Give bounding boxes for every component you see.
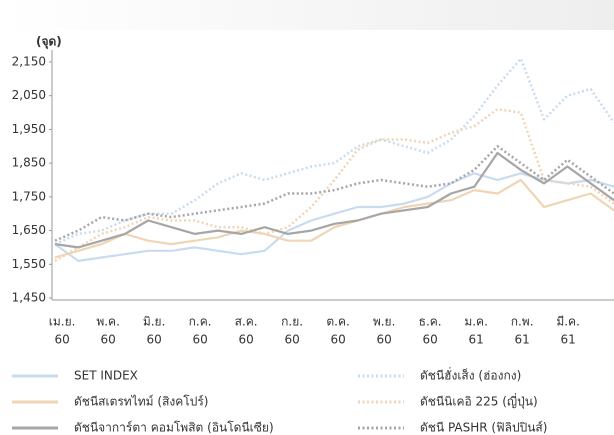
x-tick-label: 61 xyxy=(560,333,575,347)
x-tick-label: ม.ค. xyxy=(464,315,488,329)
x-tick-label: 60 xyxy=(284,333,299,347)
y-tick-label: 1,650 xyxy=(12,223,46,237)
x-tick-label: ก.พ. xyxy=(511,315,534,329)
series-line xyxy=(54,145,614,242)
y-unit: (จุด) xyxy=(36,35,62,50)
x-tick-label: 61 xyxy=(468,333,483,347)
legend-label: ดัชนีจาการ์ตา คอมโพสิต (อินโดนีเซีย) xyxy=(74,421,274,435)
legend-label: SET INDEX xyxy=(74,369,138,383)
legend-label: ดัชนีนิเคอิ 225 (ญี่ปุ่น) xyxy=(420,393,538,410)
x-tick-label: 60 xyxy=(100,333,115,347)
x-tick-label: เม.ย. xyxy=(49,315,76,329)
y-tick-label: 1,750 xyxy=(12,189,46,203)
x-tick-label: 60 xyxy=(330,333,345,347)
series-line xyxy=(54,151,614,249)
banner xyxy=(0,0,614,30)
x-tick-label: 60 xyxy=(238,333,253,347)
y-tick-label: 1,950 xyxy=(12,122,46,136)
y-tick-label: 1,850 xyxy=(12,156,46,170)
x-tick-label: ส.ค. xyxy=(235,315,258,329)
x-tick-label: มิ.ย. xyxy=(143,315,166,329)
x-tick-label: 60 xyxy=(422,333,437,347)
y-tick-label: 1,450 xyxy=(12,291,46,305)
x-tick-label: 60 xyxy=(192,333,207,347)
x-tick-label: พ.ค. xyxy=(96,315,120,329)
x-tick-label: ต.ค. xyxy=(326,315,349,329)
x-tick-label: 61 xyxy=(514,333,529,347)
x-tick-label: 60 xyxy=(376,333,391,347)
series-line xyxy=(54,178,614,259)
legend-label: ดัชนีสเตรทไทม์ (สิงคโปร์) xyxy=(74,395,208,409)
legend-label: ดัชนี PASHR (ฟิลิปปินส์) xyxy=(420,421,547,435)
x-tick-label: พ.ย. xyxy=(373,315,396,329)
x-tick-label: 60 xyxy=(146,333,161,347)
legend-label: ดัชนีฮั่งเส็ง (ฮ่องกง) xyxy=(420,367,521,383)
y-tick-label: 2,050 xyxy=(12,88,46,102)
y-tick-label: 2,150 xyxy=(12,55,46,69)
x-tick-label: ธ.ค. xyxy=(419,315,442,329)
series-line xyxy=(54,172,614,262)
x-tick-label: 60 xyxy=(54,333,69,347)
x-tick-label: ก.ย. xyxy=(281,315,303,329)
x-tick-label: ก.ค. xyxy=(189,315,212,329)
y-tick-label: 1,550 xyxy=(12,257,46,271)
x-tick-label: มี.ค. xyxy=(556,315,580,329)
